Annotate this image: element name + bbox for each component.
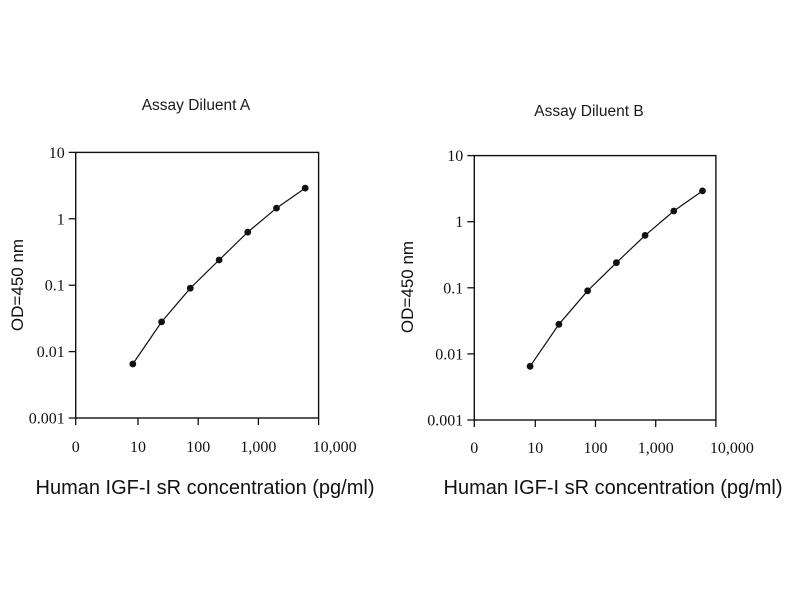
chart-a-plot-area: 10 1 0.1 0.01 0.001 0 10 100 1,000 10,000 — [29, 145, 357, 456]
y-tick-label: 0.001 — [29, 411, 65, 428]
data-point-marker — [244, 228, 252, 236]
y-tick-label: 1 — [57, 211, 65, 228]
x-tick-label: 100 — [186, 439, 210, 456]
x-tick-label: 10 — [527, 440, 543, 457]
chart-b-title: Assay Diluent B — [534, 103, 643, 120]
plot-box — [74, 151, 320, 419]
y-tick-label: 0.1 — [443, 280, 463, 297]
x-tick-label: 10,000 — [710, 440, 754, 457]
x-tick-label: 1,000 — [638, 440, 674, 457]
x-tick-label: 1,000 — [240, 439, 276, 456]
y-tick-label: 10 — [447, 148, 463, 165]
x-tick-label: 0 — [72, 439, 80, 456]
data-point-marker — [301, 184, 309, 192]
data-point-marker — [555, 320, 563, 328]
plot-box — [473, 154, 717, 421]
y-tick-label: 0.01 — [435, 346, 463, 363]
y-tick-label: 0.001 — [427, 413, 463, 430]
data-point-marker — [273, 204, 280, 212]
data-point-marker — [215, 256, 223, 264]
chart-a-title: Assay Diluent A — [142, 97, 251, 114]
y-tick-label: 0.01 — [37, 344, 65, 361]
data-point-marker — [186, 284, 194, 292]
data-point-marker — [158, 318, 166, 326]
y-tick-label: 10 — [49, 145, 65, 162]
chart-b-plot-area: 10 1 0.1 0.01 0.001 0 10 100 1,000 10,000 — [427, 148, 754, 457]
data-point-marker — [584, 287, 591, 295]
series-line — [529, 190, 703, 367]
data-point-marker — [526, 362, 534, 370]
x-tick-label: 10,000 — [313, 439, 357, 456]
chart-b-y-axis-title: OD=450 nm — [398, 241, 417, 333]
data-point-marker — [699, 187, 706, 195]
chart-a-x-axis-title: Human IGF-I sR concentration (pg/ml) — [36, 477, 375, 499]
x-tick-label: 100 — [584, 440, 608, 457]
y-tick-label: 0.1 — [45, 278, 65, 295]
chart-a-y-axis-title: OD=450 nm — [8, 239, 27, 331]
y-tick-label: 1 — [455, 214, 463, 231]
data-point-marker — [641, 232, 649, 239]
data-point-marker — [670, 207, 678, 215]
series-line — [132, 187, 306, 365]
data-point-marker — [613, 259, 620, 267]
x-tick-label: 0 — [470, 440, 478, 457]
data-point-marker — [129, 360, 137, 368]
chart-b-x-axis-title: Human IGF-I sR concentration (pg/ml) — [444, 477, 783, 499]
x-tick-label: 10 — [130, 439, 146, 456]
